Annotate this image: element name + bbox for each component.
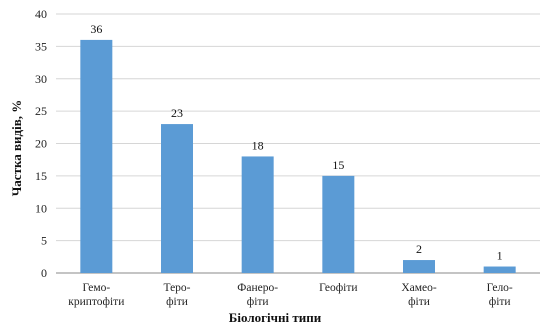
data-label: 15	[332, 158, 344, 172]
x-category-label: Гемо-	[82, 282, 110, 294]
data-label: 36	[90, 22, 102, 36]
data-label: 18	[252, 138, 264, 152]
y-tick-label: 30	[35, 72, 47, 86]
x-category-label: фіти	[408, 296, 430, 308]
bar	[161, 124, 193, 273]
y-tick-label: 10	[35, 201, 47, 215]
x-category-label: Хамео-	[401, 282, 437, 294]
data-label: 2	[416, 242, 422, 256]
y-tick-label: 0	[41, 266, 47, 280]
bar	[80, 39, 113, 274]
y-tick-label: 35	[35, 39, 47, 53]
x-category-label: Теро-	[163, 282, 190, 294]
grid-layer	[56, 13, 540, 274]
data-label: 1	[497, 249, 503, 263]
y-tick-label: 25	[35, 104, 47, 118]
x-category-label: фіти	[166, 296, 188, 308]
bar	[241, 156, 274, 273]
bars-layer	[80, 39, 516, 274]
y-tick-label: 15	[35, 169, 47, 183]
x-category-label: Геофіти	[319, 282, 357, 294]
bar	[403, 260, 435, 273]
x-category-label: криптофіти	[68, 296, 124, 308]
bar	[483, 266, 516, 273]
y-tick-label: 20	[35, 137, 47, 151]
bar	[322, 175, 355, 273]
y-tick-label: 40	[35, 7, 47, 21]
data-label: 23	[171, 106, 183, 120]
y-axis-title: Частка видів, %	[9, 100, 24, 196]
x-category-label: Гело-	[487, 282, 513, 294]
x-axis-title: Біологічні типи	[229, 310, 322, 325]
x-category-label: фіти	[247, 296, 269, 308]
labels-layer: 0 5 10 15 20 25 30 35 40 36 Гемо-криптофіти 23 Теро-…	[35, 7, 513, 308]
x-category-label: фіти	[489, 296, 511, 308]
y-tick-label: 5	[41, 234, 47, 248]
x-category-label: Фанеро-	[237, 282, 278, 294]
